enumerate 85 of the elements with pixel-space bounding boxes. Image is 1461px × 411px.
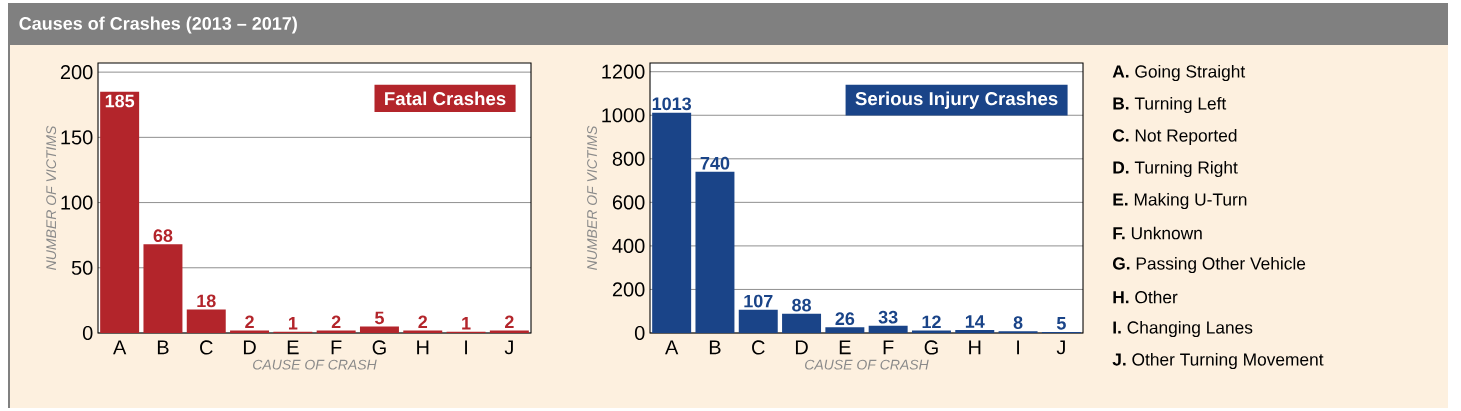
y-tick-label: 1200 <box>602 64 645 79</box>
text: I. Changing Lanes <box>1113 320 1253 338</box>
y-tick-label: 1000 <box>602 108 645 123</box>
y-tick-label: 200 <box>60 65 93 80</box>
bar <box>489 330 529 333</box>
data-label: 14 <box>965 315 985 328</box>
x-tick-label: C <box>200 340 213 355</box>
y-tick-label: 800 <box>612 151 645 166</box>
y-tick-label: 0 <box>82 325 93 341</box>
text: Causes of Crashes (2013 – 2017) <box>19 16 297 34</box>
bar <box>359 326 399 333</box>
x-tick-label: H <box>417 340 429 355</box>
text: Serious Injury Crashes <box>855 91 1058 109</box>
bar <box>100 91 140 333</box>
x-axis-title: CAUSE OF CRASH <box>253 359 377 370</box>
data-label: 1013 <box>652 97 692 111</box>
text: E. Making U-Turn <box>1113 192 1247 210</box>
bar <box>868 325 908 333</box>
y-tick-label: 200 <box>612 282 645 297</box>
x-tick-label: C <box>752 340 765 355</box>
bar <box>652 112 692 333</box>
data-label: 26 <box>835 312 855 326</box>
text: B. Turning Left <box>1113 96 1227 114</box>
y-tick-label: 50 <box>71 260 93 275</box>
y-tick-label: 150 <box>61 130 93 145</box>
data-label: 12 <box>922 315 941 329</box>
text: J. Other Turning Movement <box>1112 352 1324 370</box>
bar <box>403 330 443 333</box>
x-tick-label: D <box>795 340 808 355</box>
x-tick-label: I <box>1017 340 1019 355</box>
x-tick-label: G <box>372 340 386 355</box>
x-tick-label: A <box>665 340 679 355</box>
data-label: 8 <box>1013 316 1023 329</box>
x-tick-label: B <box>709 340 721 355</box>
data-label: 1 <box>288 317 298 330</box>
x-tick-label: F <box>331 340 342 355</box>
bar <box>911 330 951 333</box>
y-axis-title: NUMBER OF VICTIMS <box>46 125 57 270</box>
data-label: 68 <box>153 229 173 243</box>
text: D. Turning Right <box>1113 160 1238 178</box>
bar <box>230 330 270 333</box>
bar <box>782 313 822 333</box>
bar <box>825 327 865 333</box>
bar <box>143 244 183 333</box>
text: Fatal Crashes <box>385 91 506 106</box>
y-tick-label: 600 <box>612 195 645 210</box>
x-tick-label: J <box>1056 340 1065 355</box>
data-label: 1 <box>462 317 471 330</box>
y-tick-label: 0 <box>634 325 645 341</box>
y-tick-label: 100 <box>61 195 93 210</box>
bar <box>695 171 735 333</box>
data-label: 5 <box>1056 317 1066 330</box>
text: F. Unknown <box>1113 226 1202 240</box>
data-label: 2 <box>418 315 428 329</box>
data-label: 107 <box>744 294 773 308</box>
text: G. Passing Other Vehicle <box>1112 256 1306 274</box>
text: A. Going Straight <box>1112 64 1246 82</box>
y-axis-title: NUMBER OF VICTIMS <box>587 125 597 270</box>
x-tick-label: D <box>243 340 256 355</box>
data-label: 740 <box>700 156 730 170</box>
data-label: 18 <box>197 294 216 308</box>
x-tick-label: E <box>287 340 299 355</box>
x-tick-label: B <box>157 340 169 355</box>
x-axis-title: CAUSE OF CRASH <box>805 359 929 370</box>
x-tick-label: I <box>465 340 467 355</box>
x-tick-label: H <box>969 340 981 355</box>
data-label: 33 <box>878 310 898 324</box>
data-label: 185 <box>105 94 135 108</box>
bar <box>316 330 356 333</box>
data-label: 88 <box>792 298 812 312</box>
bar <box>955 329 995 333</box>
x-tick-label: G <box>924 340 938 355</box>
data-label: 2 <box>331 315 341 329</box>
data-label: 2 <box>245 315 254 329</box>
data-label: 2 <box>504 315 514 329</box>
y-tick-label: 400 <box>612 238 645 253</box>
x-tick-label: F <box>883 340 894 355</box>
text: H. Other <box>1113 290 1178 304</box>
x-tick-label: E <box>839 340 851 355</box>
x-tick-label: J <box>504 340 513 355</box>
bar <box>738 309 778 333</box>
bar <box>186 309 226 333</box>
text: C. Not Reported <box>1112 128 1237 146</box>
data-label: 5 <box>374 311 384 325</box>
x-tick-label: A <box>113 340 127 355</box>
